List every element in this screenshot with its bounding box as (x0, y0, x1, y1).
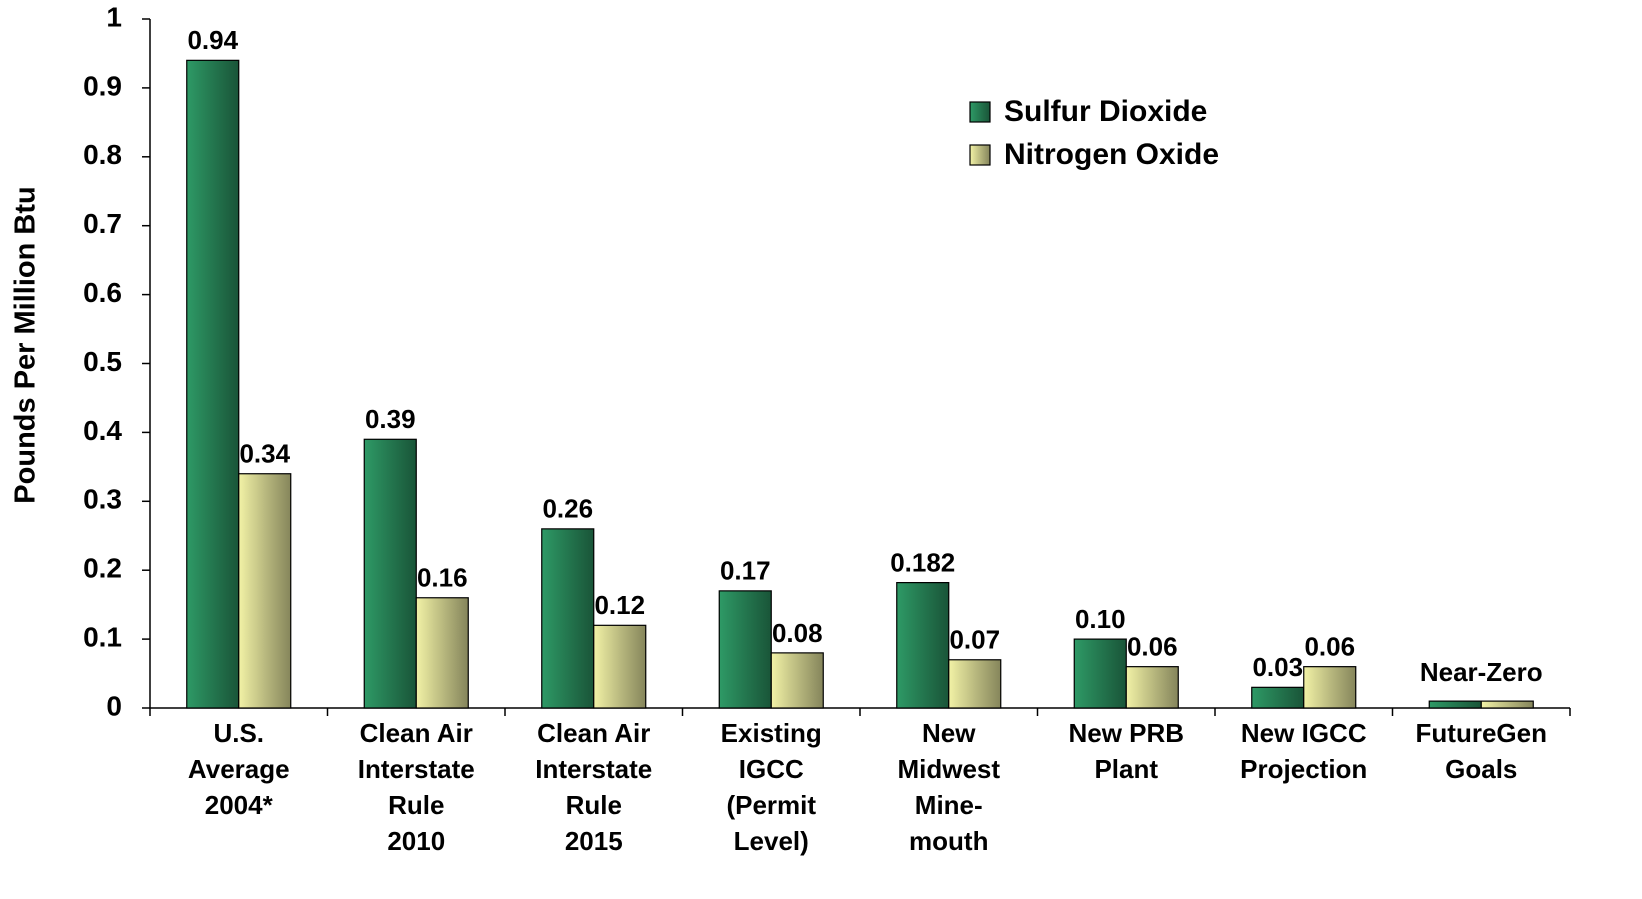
legend-swatch (969, 144, 991, 166)
bar (186, 59, 240, 709)
x-tick-label: FutureGen Goals (1415, 718, 1547, 784)
bar (770, 652, 824, 709)
bar (948, 659, 1002, 709)
y-axis-title: Pounds Per Million Btu (10, 186, 42, 503)
legend-label: Sulfur Dioxide (1004, 95, 1207, 128)
data-label: 0.34 (239, 439, 290, 469)
data-label: 0.12 (594, 590, 645, 620)
legend-swatch (969, 101, 991, 123)
data-label: 0.06 (1304, 632, 1355, 662)
bar (238, 473, 292, 709)
data-label: 0.08 (772, 618, 823, 648)
bar (896, 582, 950, 709)
y-tick-label: 0.8 (83, 139, 122, 170)
data-label: 0.94 (187, 25, 238, 55)
y-tick-label: 0 (106, 690, 122, 721)
data-label: 0.39 (365, 404, 416, 434)
bar (1480, 700, 1534, 709)
y-tick-label: 0.9 (83, 70, 122, 101)
x-tick-label: New IGCC Projection (1240, 718, 1368, 784)
bar (1428, 700, 1482, 709)
y-tick-label: 0.3 (83, 484, 122, 515)
bar (1125, 666, 1179, 709)
data-label: 0.182 (890, 547, 955, 577)
bar (415, 597, 469, 709)
y-tick-label: 1 (106, 1, 122, 32)
y-tick-label: 0.1 (83, 621, 122, 652)
bar (593, 624, 647, 709)
y-tick-label: 0.2 (83, 553, 122, 584)
x-tick-label: U.S. Average 2004* (187, 718, 290, 820)
x-tick-label: Clean Air Interstate Rule 2015 (535, 718, 653, 856)
y-tick-label: 0.4 (83, 415, 122, 446)
data-label: 0.16 (417, 563, 468, 593)
annotation: Near-Zero (1420, 657, 1543, 687)
x-tick-label: Existing IGCC (Permit Level) (720, 718, 822, 856)
bar (718, 590, 772, 709)
bar (1073, 638, 1127, 709)
y-tick-label: 0.7 (83, 208, 122, 239)
x-tick-label: New Midwest Mine- mouth (897, 718, 1001, 856)
data-label: 0.17 (720, 556, 771, 586)
data-label: 0.10 (1075, 604, 1126, 634)
data-label: 0.07 (949, 625, 1000, 655)
bar (1251, 686, 1305, 709)
data-label: 0.06 (1127, 632, 1178, 662)
bar (363, 438, 417, 709)
data-label: 0.26 (542, 494, 593, 524)
bar (541, 528, 595, 709)
x-tick-label: Clean Air Interstate Rule 2010 (357, 718, 475, 856)
data-label: 0.03 (1252, 652, 1303, 682)
legend-label: Nitrogen Oxide (1004, 138, 1219, 171)
y-tick-label: 0.6 (83, 277, 122, 308)
x-tick-label: New PRB Plant (1068, 718, 1185, 784)
y-tick-label: 0.5 (83, 346, 122, 377)
bar (1303, 666, 1357, 709)
